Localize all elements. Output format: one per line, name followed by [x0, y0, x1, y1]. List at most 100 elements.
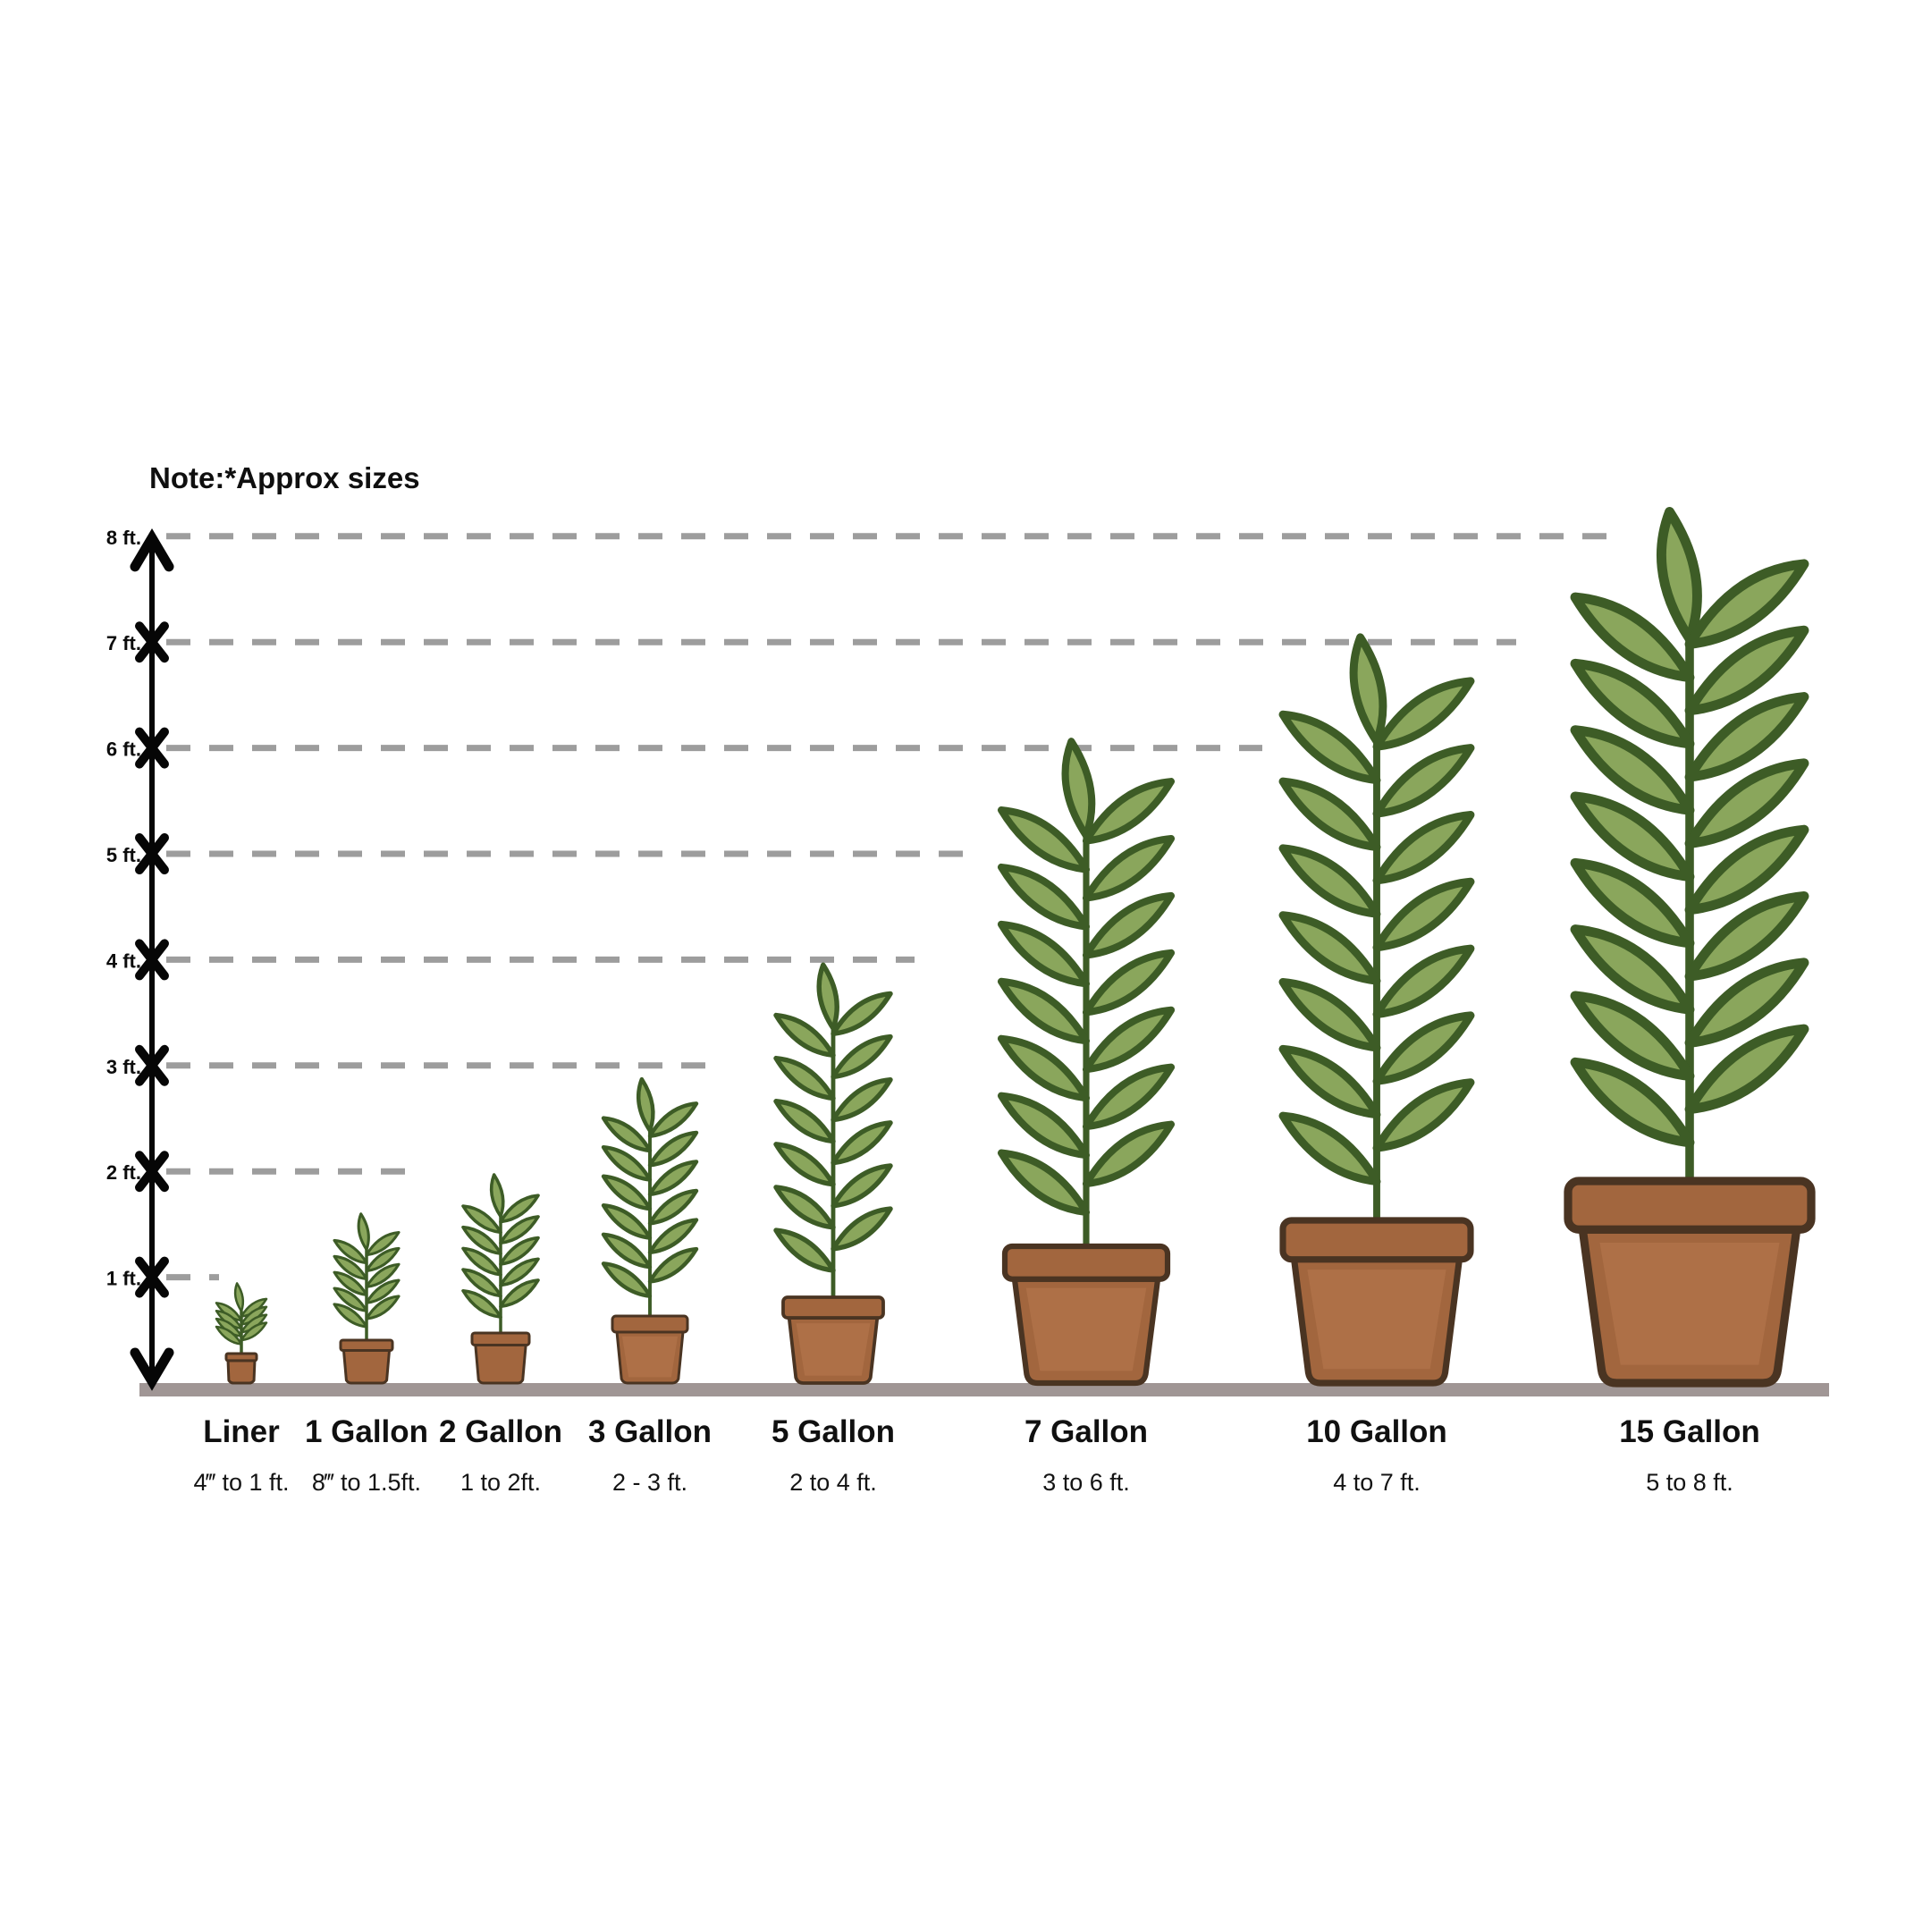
category-size-range: 8‴ to 1.5ft.	[312, 1469, 421, 1496]
leaf-right-icon	[1684, 559, 1809, 649]
leaf-right-icon	[647, 1130, 699, 1168]
leaves	[215, 1282, 268, 1346]
leaf-left-icon	[997, 1034, 1091, 1102]
leaf-left-icon	[1570, 1057, 1695, 1148]
leaf-right-icon	[1082, 1063, 1176, 1131]
leaf-right-icon	[831, 1206, 893, 1252]
leaf-left-icon	[601, 1144, 653, 1182]
leaf-right-icon	[499, 1257, 540, 1287]
top-leaf-icon	[1657, 507, 1702, 644]
category-size-range: 1 to 2ft.	[460, 1469, 541, 1496]
leaf-right-icon	[499, 1215, 540, 1245]
leaf-left-icon	[215, 1325, 243, 1346]
category-label: 1 Gallon	[305, 1414, 428, 1449]
leaf-left-icon	[601, 1232, 653, 1270]
leaf-right-icon	[365, 1278, 401, 1304]
leaf-right-icon	[647, 1101, 699, 1138]
pot-rim	[781, 1295, 885, 1320]
leaf-left-icon	[1570, 924, 1695, 1015]
category-size-range: 2 to 4 ft.	[789, 1469, 877, 1496]
leaf-right-icon	[1684, 692, 1809, 782]
leaf-left-icon	[601, 1203, 653, 1240]
leaf-left-icon	[461, 1288, 502, 1319]
leaf-right-icon	[1372, 677, 1475, 751]
leaf-right-icon	[1082, 778, 1176, 845]
leaf-right-icon	[1372, 810, 1475, 885]
axis-tick-label-2ft: 2 ft.	[106, 1161, 141, 1184]
top-leaf-icon	[1349, 633, 1387, 746]
category-label: Liner	[203, 1414, 280, 1449]
top-leaf-icon	[489, 1173, 505, 1219]
leaf-left-icon	[601, 1261, 653, 1298]
pot-rim	[611, 1314, 689, 1334]
axis-arrow-down-icon	[130, 1347, 174, 1391]
leaf-right-icon	[1082, 1120, 1176, 1188]
axis-tick-x-marker	[135, 727, 169, 769]
leaves	[773, 962, 893, 1273]
leaf-right-icon	[365, 1295, 401, 1320]
leaf-left-icon	[1278, 844, 1381, 918]
leaf-right-icon	[1684, 891, 1809, 982]
leaf-right-icon	[1684, 758, 1809, 848]
category-label: 7 Gallon	[1025, 1414, 1148, 1449]
feet-axis: 8 ft. 7 ft. 6 ft. 5 ft. 4 ft. 3 ft. 2 ft. 1 ft.	[106, 527, 174, 1391]
plant-3-gallon	[601, 1076, 699, 1385]
leaf-right-icon	[647, 1188, 699, 1226]
leaf-right-icon	[1684, 958, 1809, 1048]
leaf-left-icon	[1570, 857, 1695, 949]
ground-shelf	[139, 1383, 1829, 1396]
leaf-right-icon	[831, 1120, 893, 1166]
plant-10-gallon	[1278, 633, 1475, 1387]
category-label: 15 Gallon	[1619, 1414, 1760, 1449]
leaf-right-icon	[1082, 891, 1176, 959]
leaf-left-icon	[773, 1055, 836, 1101]
leaf-right-icon	[1372, 1078, 1475, 1152]
leaf-right-icon	[365, 1230, 401, 1257]
top-leaf-icon	[357, 1212, 370, 1252]
pot-rim	[1564, 1177, 1816, 1234]
leaves	[601, 1076, 699, 1298]
leaf-right-icon	[831, 1033, 893, 1080]
leaf-left-icon	[1278, 777, 1381, 851]
category-label: 10 Gallon	[1306, 1414, 1447, 1449]
leaf-right-icon	[1372, 744, 1475, 818]
leaf-right-icon	[1372, 1011, 1475, 1085]
leaf-right-icon	[647, 1246, 699, 1284]
leaf-right-icon	[365, 1262, 401, 1288]
leaf-right-icon	[831, 991, 893, 1036]
axis-tick-x-marker	[135, 1256, 169, 1298]
axis-tick-label-1ft: 1 ft.	[106, 1268, 141, 1290]
category-size-range: 2 - 3 ft.	[612, 1469, 687, 1496]
pot-highlight	[1307, 1270, 1446, 1370]
plant-1-gallon	[333, 1212, 401, 1385]
axis-tick-label-7ft: 7 ft.	[106, 632, 141, 654]
leaf-left-icon	[997, 920, 1091, 988]
leaf-left-icon	[1570, 791, 1695, 882]
leaf-right-icon	[647, 1160, 699, 1197]
pot-rim	[1279, 1217, 1474, 1263]
leaf-left-icon	[461, 1225, 502, 1255]
top-leaf-icon	[1061, 738, 1096, 839]
axis-tick-x-marker	[135, 1044, 169, 1086]
pot-body	[474, 1343, 527, 1385]
category-size-range: 5 to 8 ft.	[1646, 1469, 1733, 1496]
top-leaf-icon	[636, 1076, 655, 1133]
leaf-right-icon	[1372, 877, 1475, 952]
leaf-right-icon	[1684, 1024, 1809, 1115]
leaf-left-icon	[997, 1092, 1091, 1160]
leaf-right-icon	[365, 1246, 401, 1273]
leaves	[997, 738, 1176, 1217]
leaf-left-icon	[997, 806, 1091, 873]
leaf-left-icon	[461, 1246, 502, 1277]
leaves	[461, 1173, 540, 1319]
leaf-left-icon	[461, 1268, 502, 1298]
category-size-range: 3 to 6 ft.	[1042, 1469, 1130, 1496]
leaf-right-icon	[1082, 949, 1176, 1017]
leaf-left-icon	[1570, 725, 1695, 815]
category-size-range: 4 to 7 ft.	[1333, 1469, 1421, 1496]
leaves	[1570, 507, 1809, 1148]
plant-liner	[215, 1282, 268, 1385]
leaf-left-icon	[333, 1238, 368, 1265]
pot-body	[226, 1359, 257, 1385]
